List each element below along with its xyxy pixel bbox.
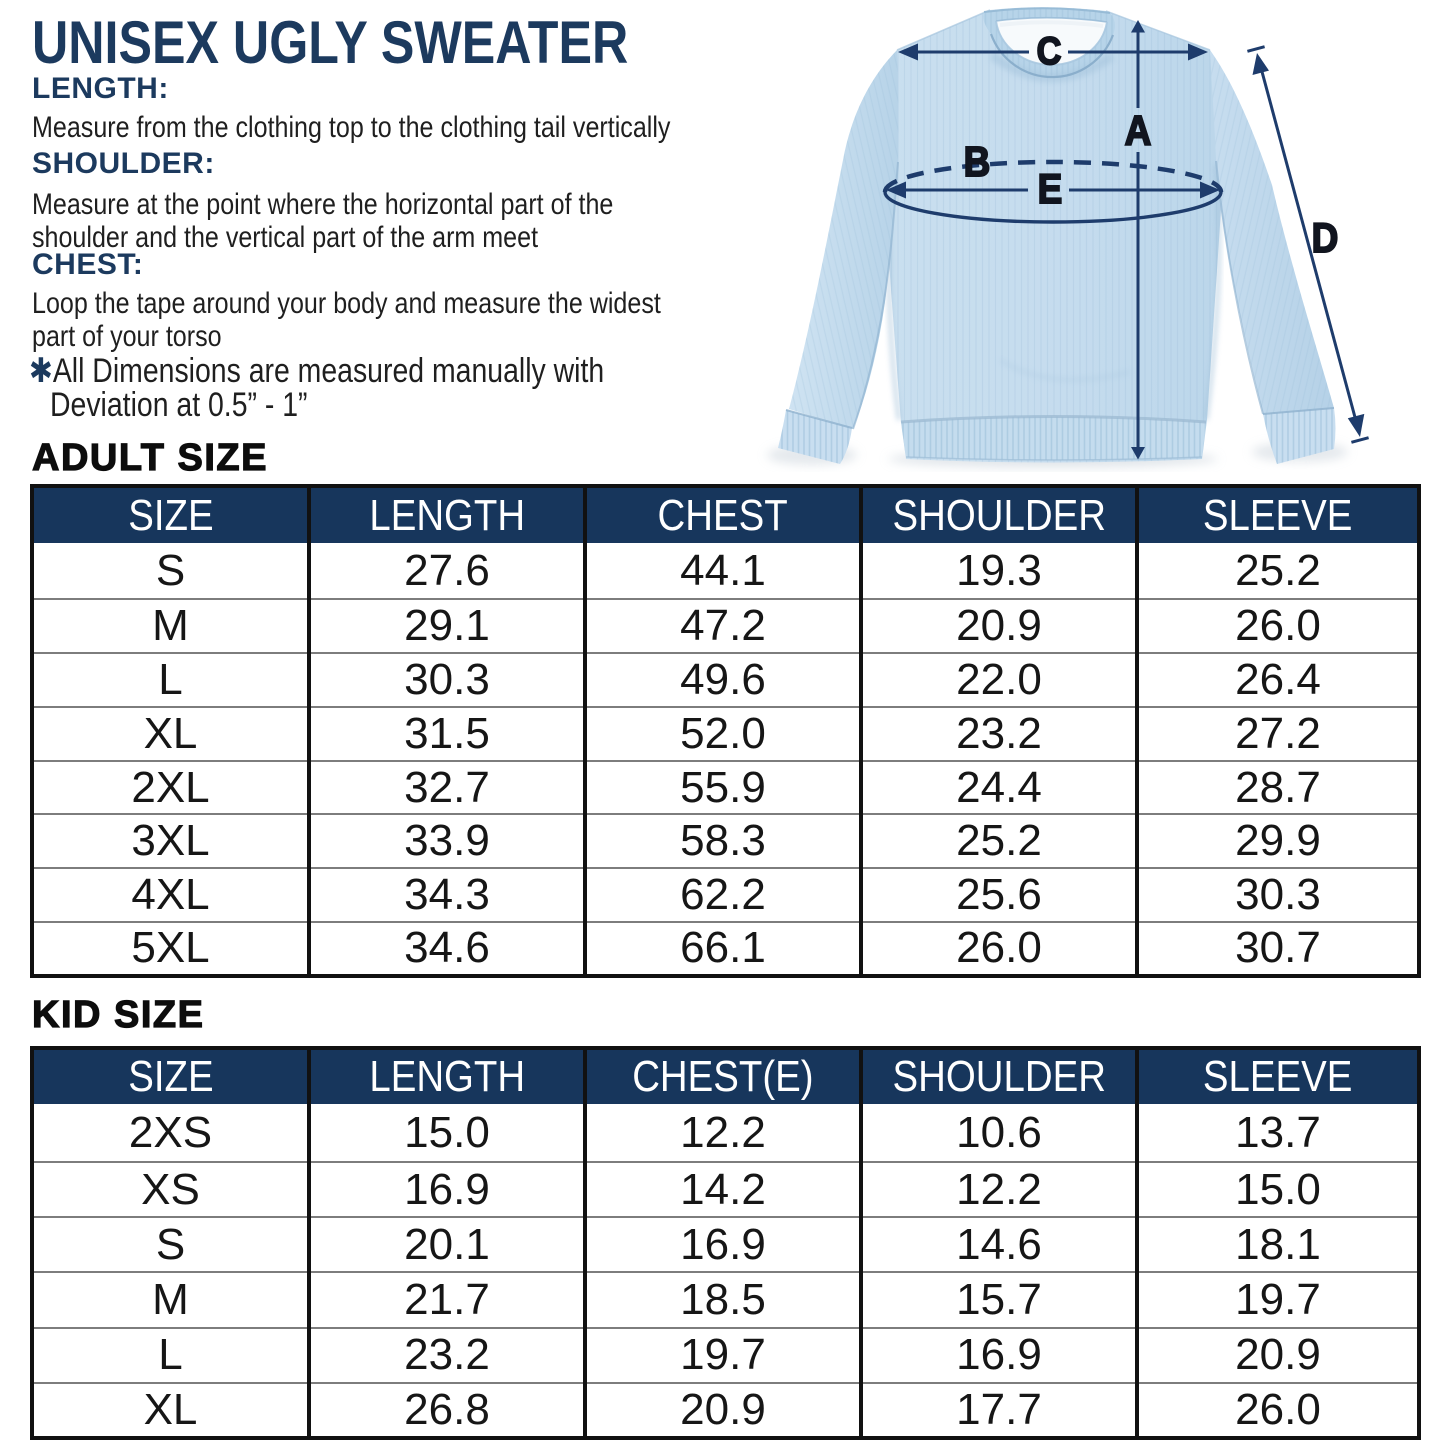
svg-text:C: C (1037, 29, 1062, 73)
svg-text:D: D (1312, 215, 1339, 262)
svg-text:B: B (964, 139, 991, 186)
svg-text:E: E (1038, 166, 1063, 213)
svg-text:A: A (1125, 108, 1152, 155)
